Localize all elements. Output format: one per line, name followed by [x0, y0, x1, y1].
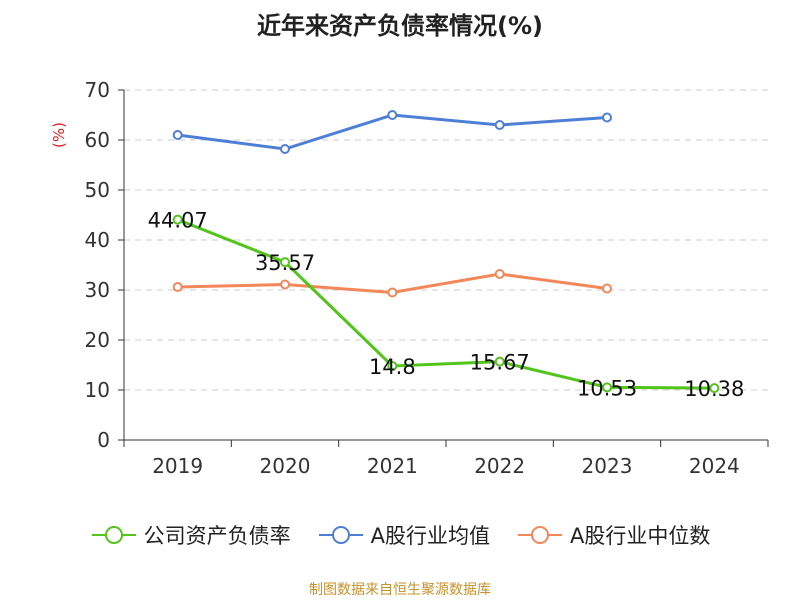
legend-marker-icon [91, 526, 136, 544]
data-label: 44.07 [148, 209, 208, 233]
data-point [280, 144, 290, 154]
data-point [172, 130, 183, 140]
chart-title: 近年来资产负债率情况(%) [257, 12, 543, 40]
legend-label: 公司资产负债率 [143, 524, 291, 548]
data-point [494, 120, 505, 130]
data-label: 14.8 [369, 355, 416, 379]
data-point [172, 282, 183, 292]
data-point [602, 382, 612, 393]
y-tick-label: 40 [85, 228, 110, 252]
data-label: 10.53 [577, 376, 637, 400]
x-tick-label: 2023 [582, 454, 633, 478]
legend-item[interactable]: A股行业均值 [317, 520, 490, 550]
series-line [177, 113, 608, 151]
data-point [602, 112, 612, 123]
legend-item[interactable]: 公司资产负债率 [90, 520, 291, 550]
legend-marker-icon [318, 526, 363, 544]
legend-item[interactable]: A股行业中位数 [516, 520, 710, 550]
y-tick-label: 0 [97, 428, 110, 452]
x-tick-label: 2021 [367, 454, 418, 478]
data-point [387, 287, 398, 298]
data-label: 15.67 [470, 351, 530, 375]
legend: 公司资产负债率 A股行业均值 A股行业中位数 [0, 520, 800, 550]
data-point [280, 257, 290, 268]
data-point [387, 361, 398, 371]
y-tick-label: 30 [85, 278, 110, 302]
data-point [709, 383, 720, 394]
series-line [177, 218, 715, 390]
y-tick-label: 50 [85, 178, 110, 202]
source-note: 制图数据来自恒生聚源数据库 [309, 582, 491, 598]
legend-marker-icon [518, 526, 562, 544]
y-tick-label: 70 [85, 78, 110, 102]
data-label: 35.57 [255, 251, 315, 275]
y-tick-label: 10 [85, 378, 110, 402]
data-label: 10.38 [684, 377, 744, 401]
legend-label: A股行业均值 [370, 524, 490, 548]
data-point [172, 214, 183, 225]
y-tick-label: 20 [85, 328, 110, 352]
x-tick-label: 2022 [474, 454, 525, 478]
x-tick-label: 2019 [152, 454, 203, 478]
data-point [387, 110, 398, 120]
data-point [602, 283, 612, 294]
data-point [280, 279, 290, 290]
x-tick-label: 2024 [689, 454, 740, 478]
x-tick-label: 2020 [260, 454, 311, 478]
legend-label: A股行业中位数 [570, 524, 711, 548]
data-point [494, 269, 505, 279]
y-tick-label: 60 [85, 128, 110, 152]
data-point [494, 356, 505, 367]
